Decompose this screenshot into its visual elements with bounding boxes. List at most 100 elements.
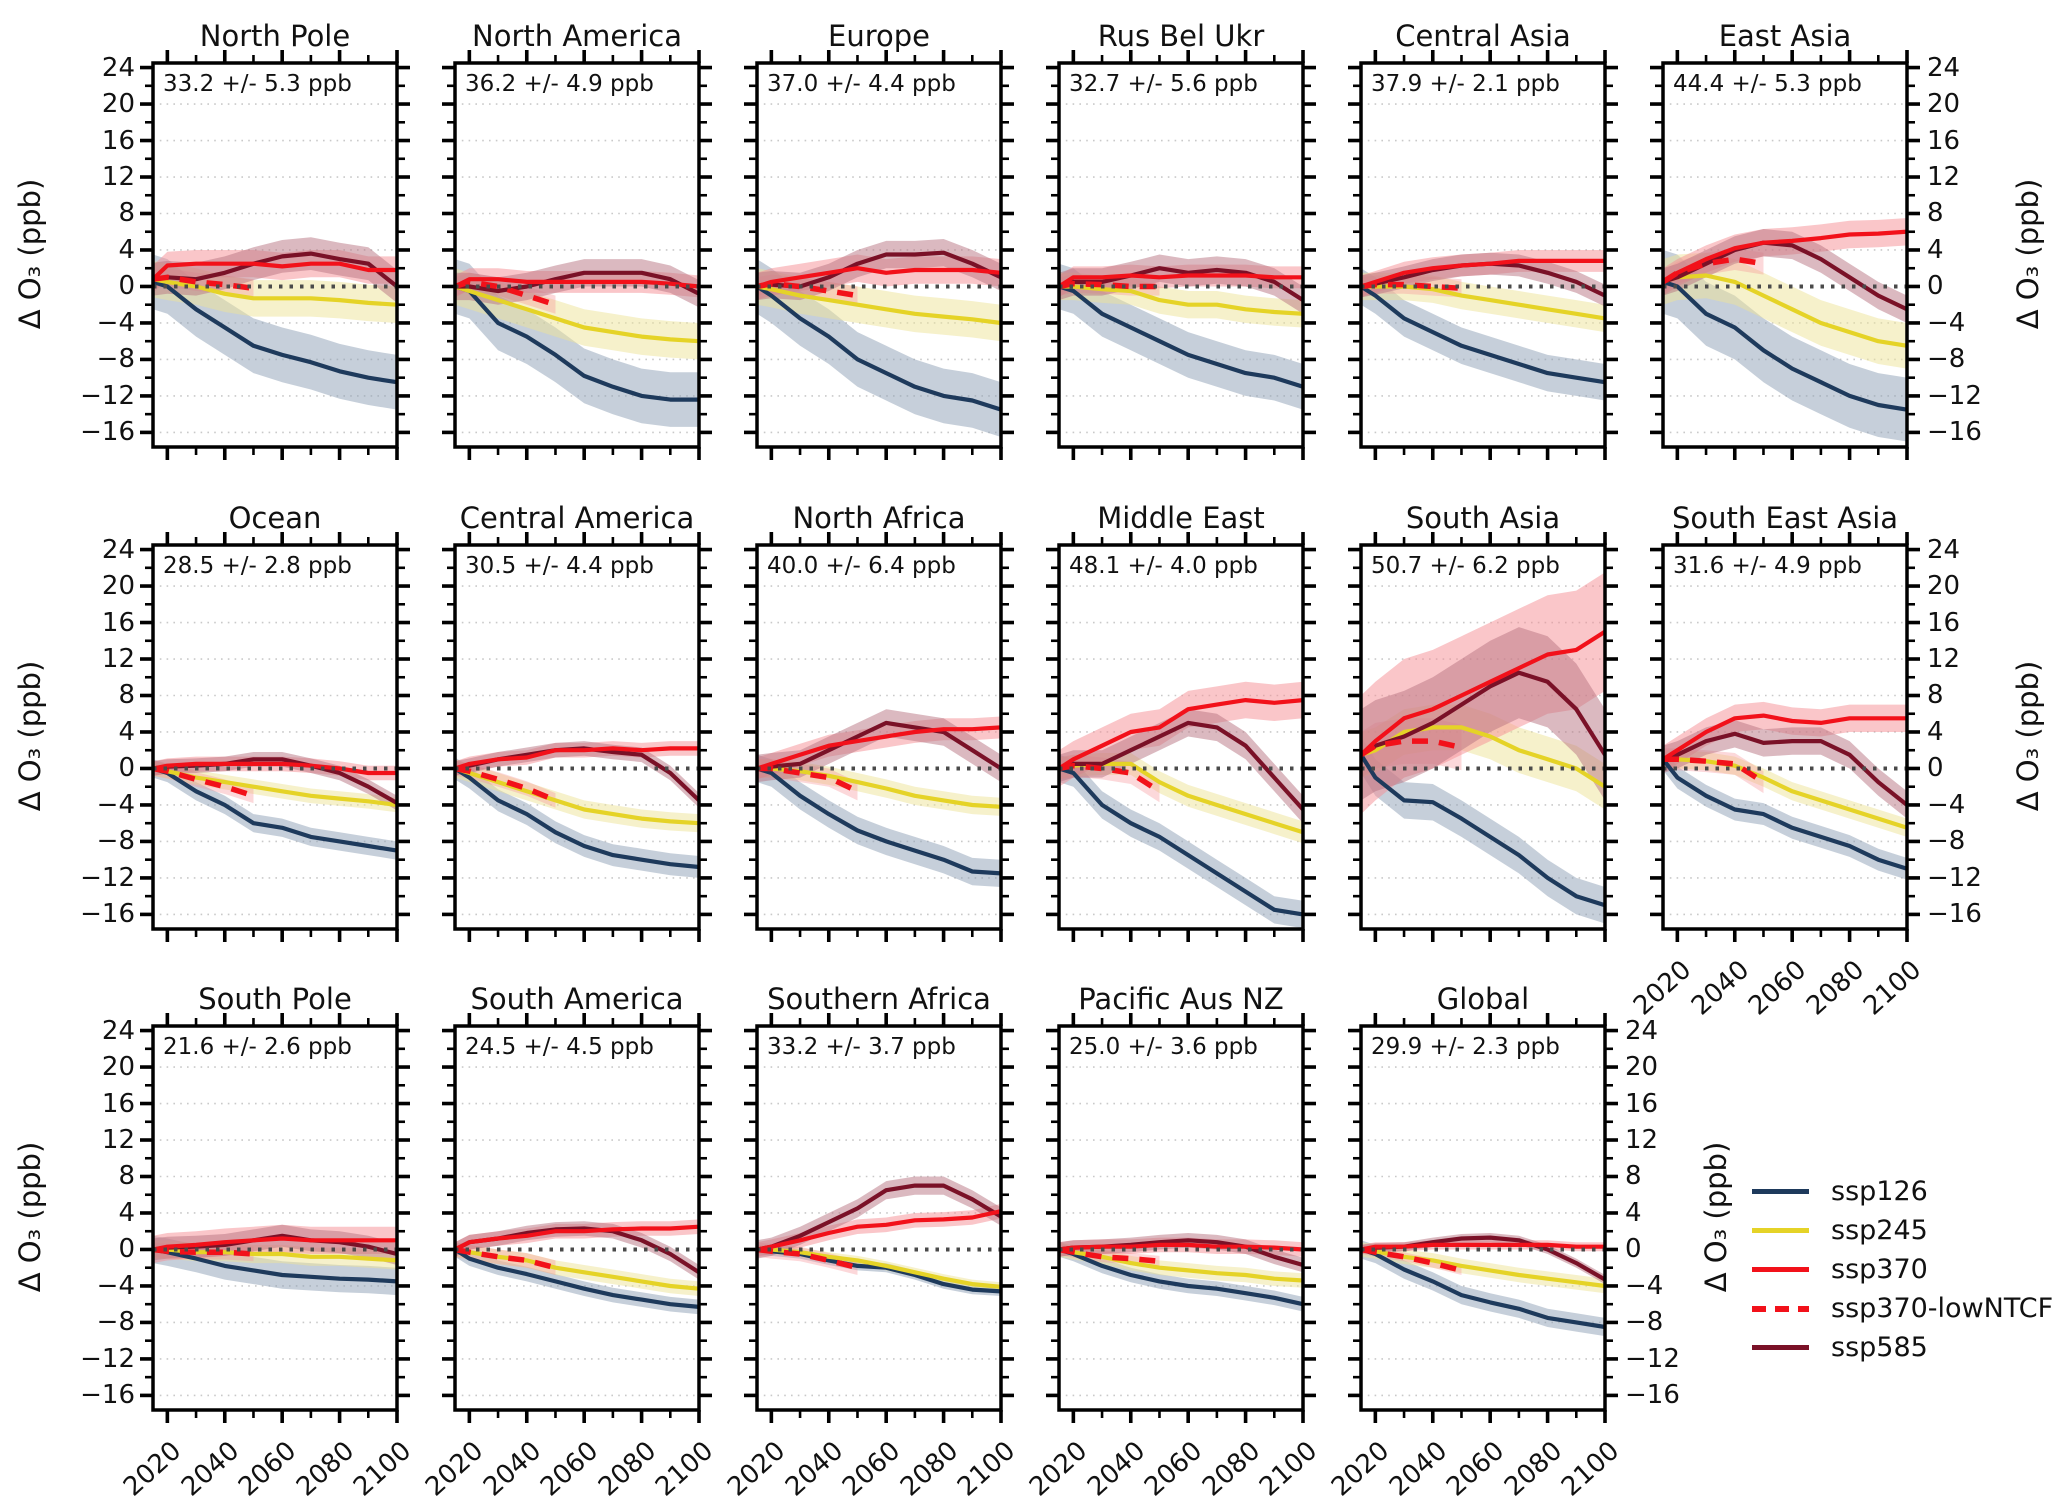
axes-frame	[1057, 61, 1305, 449]
line-ssp245	[1662, 273, 1908, 348]
band-ssp370	[1663, 218, 1907, 296]
panel-plot-rus-bel-ukr	[1046, 50, 1316, 460]
band-ssp245	[1663, 252, 1907, 369]
y-tick-label: 0	[118, 271, 135, 302]
panel-plot-south-america	[442, 1013, 712, 1423]
y-tick-label: 20	[1927, 89, 1961, 120]
y-tick-label: −8	[1927, 344, 1966, 375]
y-tick-label: 8	[1927, 680, 1944, 711]
y-tick-label: −4	[96, 1270, 135, 1301]
mean-annotation: 40.0 +/- 6.4 ppb	[767, 553, 956, 579]
line-ssp370	[152, 261, 397, 281]
panel-title-south-east-asia: South East Asia	[1671, 501, 1899, 535]
y-tick-label: 24	[1625, 1015, 1659, 1046]
y-tick-label: 12	[101, 162, 135, 192]
band-ssp585	[153, 237, 397, 303]
panel-title-north-america: North America	[472, 19, 682, 53]
band-ssp585	[757, 709, 1001, 783]
axes-frame	[755, 61, 1003, 449]
line-ssp585	[1058, 720, 1304, 811]
x-tick-label: 2020	[420, 1435, 490, 1503]
y-tick-label: −16	[1927, 417, 1982, 448]
y-tick-label: 8	[1625, 1161, 1642, 1192]
panel-plot-global	[1348, 1013, 1618, 1423]
line-ssp370-lowNTCF	[756, 280, 858, 299]
axes-frame	[1057, 1024, 1305, 1412]
mean-annotation: 30.5 +/- 4.4 ppb	[465, 553, 654, 579]
y-tick-label: 16	[1625, 1088, 1659, 1119]
line-ssp370	[152, 761, 397, 776]
y-tick-label: 12	[101, 644, 135, 674]
line-ssp370-lowNTCF	[454, 765, 557, 803]
x-tick-label: 2080	[1800, 954, 1870, 1022]
y-tick-label: 4	[1625, 1197, 1642, 1228]
ssp370-lowNTCF-dashed-line-swatch	[1752, 1305, 1809, 1312]
band-ssp126	[1059, 754, 1303, 929]
band-ssp126	[455, 259, 699, 427]
y-tick-label: 24	[1927, 534, 1961, 565]
y-axis-label-left: Δ O₃ (ppb)	[13, 660, 47, 812]
y-tick-label: 12	[101, 1125, 135, 1155]
panel-title-south-america: South America	[470, 982, 684, 1016]
line-ssp370	[1360, 258, 1605, 289]
line-ssp370	[1058, 698, 1304, 771]
line-ssp370-lowNTCF	[1058, 762, 1161, 794]
x-tick-label: 2080	[592, 1435, 662, 1503]
band-ssp585	[1059, 254, 1303, 314]
x-tick-label: 2040	[175, 1435, 245, 1503]
line-ssp126	[1360, 1247, 1606, 1330]
panel-plot-southern-africa	[744, 1013, 1014, 1423]
band-ssp245	[455, 759, 699, 833]
line-ssp245	[1059, 284, 1304, 316]
band-ssp585	[1059, 1233, 1303, 1273]
panel-plot-north-pole	[140, 50, 410, 460]
mean-annotation: 24.5 +/- 4.5 ppb	[465, 1034, 654, 1060]
line-ssp370	[1360, 629, 1606, 757]
y-tick-label: −8	[1625, 1307, 1664, 1338]
axes-frame	[453, 61, 701, 449]
legend-item-ssp126: ssp126	[1752, 1172, 2053, 1211]
axes-frame	[1661, 61, 1909, 449]
y-axis-label-left: Δ O₃ (ppb)	[13, 178, 47, 330]
line-ssp126	[1662, 279, 1908, 412]
band-ssp245	[1663, 750, 1907, 837]
legend-item-ssp245: ssp245	[1752, 1211, 2053, 1250]
x-tick-label: 2040	[477, 1435, 547, 1503]
band-ssp126	[1361, 1240, 1605, 1337]
ssp245-line-swatch	[1752, 1228, 1809, 1233]
line-ssp370-lowNTCF	[152, 1246, 254, 1257]
line-ssp126	[1058, 1247, 1304, 1307]
line-ssp126	[454, 284, 699, 402]
x-tick-label: 2060	[535, 1435, 605, 1503]
mean-annotation: 37.9 +/- 2.1 ppb	[1371, 71, 1560, 97]
panel-plot-south-east-asia	[1650, 532, 1920, 942]
mean-annotation: 50.7 +/- 6.2 ppb	[1371, 553, 1560, 579]
axes-frame	[1359, 543, 1607, 931]
y-tick-label: 4	[1927, 716, 1944, 747]
mean-annotation: 31.6 +/- 4.9 ppb	[1673, 553, 1862, 579]
x-tick-label: 2040	[1383, 1435, 1453, 1503]
y-tick-label: −4	[1625, 1270, 1664, 1301]
x-tick-label: 2080	[1196, 1435, 1266, 1503]
x-tick-label: 2020	[1326, 1435, 1396, 1503]
line-ssp370	[1058, 273, 1303, 289]
x-tick-label: 2100	[347, 1435, 418, 1503]
line-ssp126	[1360, 284, 1606, 385]
axes-frame	[1359, 61, 1607, 449]
band-ssp126	[757, 754, 1001, 887]
panel-plot-central-asia	[1348, 50, 1618, 460]
y-tick-label: −16	[1927, 899, 1982, 930]
y-tick-label: 8	[118, 680, 135, 711]
y-axis-label-right: Δ O₃ (ppb)	[2011, 660, 2045, 812]
y-tick-label: 0	[118, 753, 135, 784]
y-axis-label-right: Δ O₃ (ppb)	[1699, 1141, 1733, 1293]
mean-annotation: 37.0 +/- 4.4 ppb	[767, 71, 956, 97]
axes-frame	[1057, 543, 1305, 931]
mean-annotation: 33.2 +/- 3.7 ppb	[767, 1034, 956, 1060]
x-tick-label: 2100	[951, 1435, 1022, 1503]
y-tick-label: 0	[1625, 1234, 1642, 1265]
y-tick-label: −16	[80, 417, 135, 448]
y-tick-label: 8	[118, 198, 135, 229]
legend-item-ssp370-lowNTCF: ssp370-lowNTCF	[1752, 1289, 2053, 1328]
panel-title-central-asia: Central Asia	[1395, 19, 1571, 53]
